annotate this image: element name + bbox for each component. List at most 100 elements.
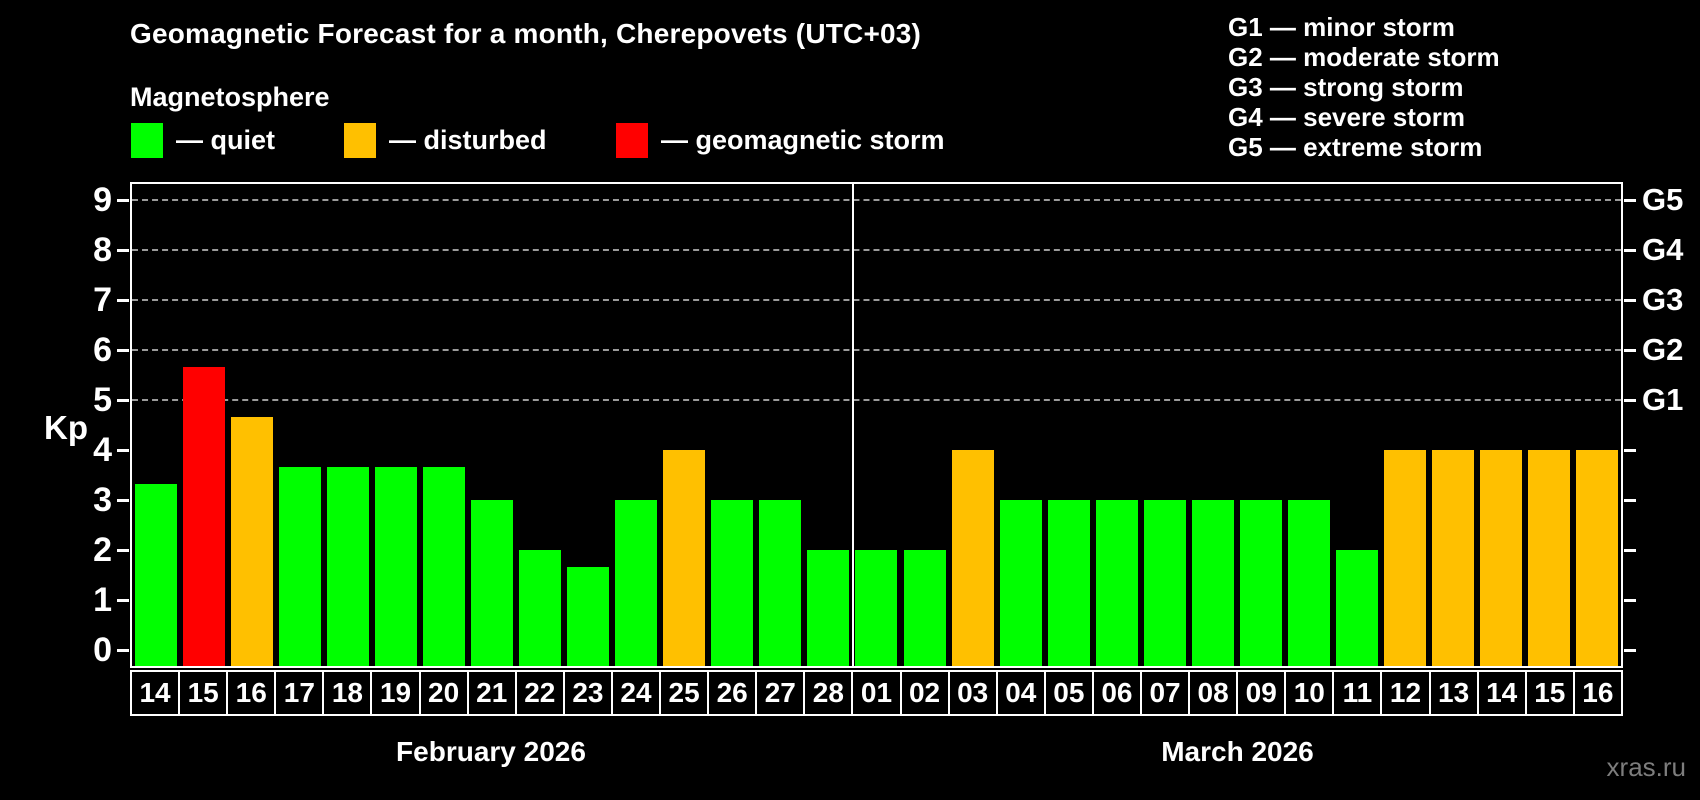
y-axis-label: 1 (93, 581, 112, 619)
bar-slot (1285, 184, 1333, 666)
day-cell: 16 (226, 670, 277, 716)
bar-slot (852, 184, 900, 666)
day-cell: 16 (1572, 670, 1623, 716)
kp-bar (903, 550, 946, 666)
day-cell: 26 (707, 670, 758, 716)
magnetosphere-label: Magnetosphere (130, 82, 330, 112)
day-cell: 05 (1043, 670, 1094, 716)
kp-bar (999, 500, 1042, 666)
bar-slot (1477, 184, 1525, 666)
day-axis: 14 15 16 17 18 19 20 21 22 23 24 25 26 27 28 01 02 03 04 05… (130, 670, 1623, 716)
day-cell: 11 (1332, 670, 1383, 716)
bar-slot (1237, 184, 1285, 666)
day-cell: 25 (659, 670, 710, 716)
y-axis-label: 9 (93, 181, 112, 219)
chart-title: Geomagnetic Forecast for a month, Cherep… (130, 18, 922, 49)
plot-inner (132, 184, 1621, 666)
legend-swatch-quiet (131, 122, 163, 158)
y-axis-label: 8 (93, 231, 112, 269)
plot-area (130, 182, 1623, 668)
day-cell: 17 (274, 670, 325, 716)
y-axis-tick-right (1624, 449, 1636, 452)
gridline-kp8 (132, 249, 1621, 251)
bar-slot (1141, 184, 1189, 666)
g-legend-line: G1 — minor storm (1228, 12, 1455, 42)
bar-slot (901, 184, 949, 666)
legend-item-quiet: — quiet (131, 121, 275, 159)
y-axis-tick-right (1624, 349, 1636, 352)
kp-bar (1527, 450, 1570, 666)
g-axis-label: G1 (1642, 382, 1684, 417)
legend-label-storm: — geomagnetic storm (661, 124, 945, 155)
y-axis-tick-right (1624, 399, 1636, 402)
g-scale-legend: G1 — minor storm G2 — moderate storm G3 — … (1228, 12, 1500, 162)
bar-slot (324, 184, 372, 666)
kp-bar (759, 500, 802, 666)
day-cell: 10 (1284, 670, 1335, 716)
day-cell: 08 (1188, 670, 1239, 716)
day-cell: 19 (370, 670, 421, 716)
bar-slot (1045, 184, 1093, 666)
day-cell: 20 (418, 670, 469, 716)
kp-bar (615, 500, 658, 666)
day-cell: 22 (514, 670, 565, 716)
y-axis-label: 5 (93, 381, 112, 419)
day-cell: 07 (1139, 670, 1191, 716)
day-cell: 01 (851, 670, 902, 716)
bar-slot (372, 184, 420, 666)
legend-label-disturbed: — disturbed (389, 124, 547, 155)
y-axis-tick-right (1624, 249, 1636, 252)
month-label-march: March 2026 (1161, 736, 1314, 767)
day-cell: 14 (1476, 670, 1527, 716)
g-legend-line: G2 — moderate storm (1228, 42, 1500, 72)
bar-slot (660, 184, 708, 666)
kp-bar (327, 466, 370, 666)
kp-bar (663, 450, 706, 666)
kp-bar (1383, 450, 1426, 666)
kp-bar (1431, 450, 1474, 666)
bar-slot (1189, 184, 1237, 666)
day-cell: 06 (1091, 670, 1142, 716)
bar-slot (276, 184, 324, 666)
status-legend: — quiet — disturbed — geomagnetic storm (0, 121, 1700, 159)
kp-bar (183, 366, 226, 666)
kp-bar (567, 566, 610, 666)
bar-slot (949, 184, 997, 666)
bar-slot (516, 184, 564, 666)
bar-slot (1381, 184, 1429, 666)
bar-slot (804, 184, 852, 666)
y-axis-tick-right (1624, 299, 1636, 302)
bar-slot (708, 184, 756, 666)
bars (132, 184, 1621, 666)
kp-bar (1479, 450, 1522, 666)
day-cell: 18 (322, 670, 373, 716)
y-axis-tick-left (117, 549, 129, 552)
legend-label-quiet: — quiet (176, 124, 275, 155)
bar-slot (756, 184, 804, 666)
day-cell: 09 (1236, 670, 1287, 716)
bar-slot (228, 184, 276, 666)
kp-bar (231, 416, 274, 666)
y-axis-label: 6 (93, 331, 112, 369)
gridline-kp6 (132, 349, 1621, 351)
bar-slot (1093, 184, 1141, 666)
kp-bar (279, 466, 322, 666)
day-cell: 27 (755, 670, 806, 716)
y-axis-title: Kp (44, 409, 88, 446)
day-cell: 24 (610, 670, 662, 716)
y-axis-label: 3 (93, 481, 112, 519)
y-axis-tick-left (117, 449, 129, 452)
day-cell: 14 (130, 670, 181, 716)
kp-bar (1047, 500, 1090, 666)
y-axis-tick-left (117, 599, 129, 602)
legend-item-disturbed: — disturbed (344, 121, 547, 159)
legend-swatch-storm (616, 122, 648, 158)
y-axis-tick-left (117, 199, 129, 202)
day-cell: 15 (178, 670, 229, 716)
kp-bar (1239, 500, 1282, 666)
y-axis-tick-left (117, 349, 129, 352)
bar-slot (1429, 184, 1477, 666)
g-axis-label: G2 (1642, 332, 1684, 367)
kp-bar (1143, 500, 1186, 666)
